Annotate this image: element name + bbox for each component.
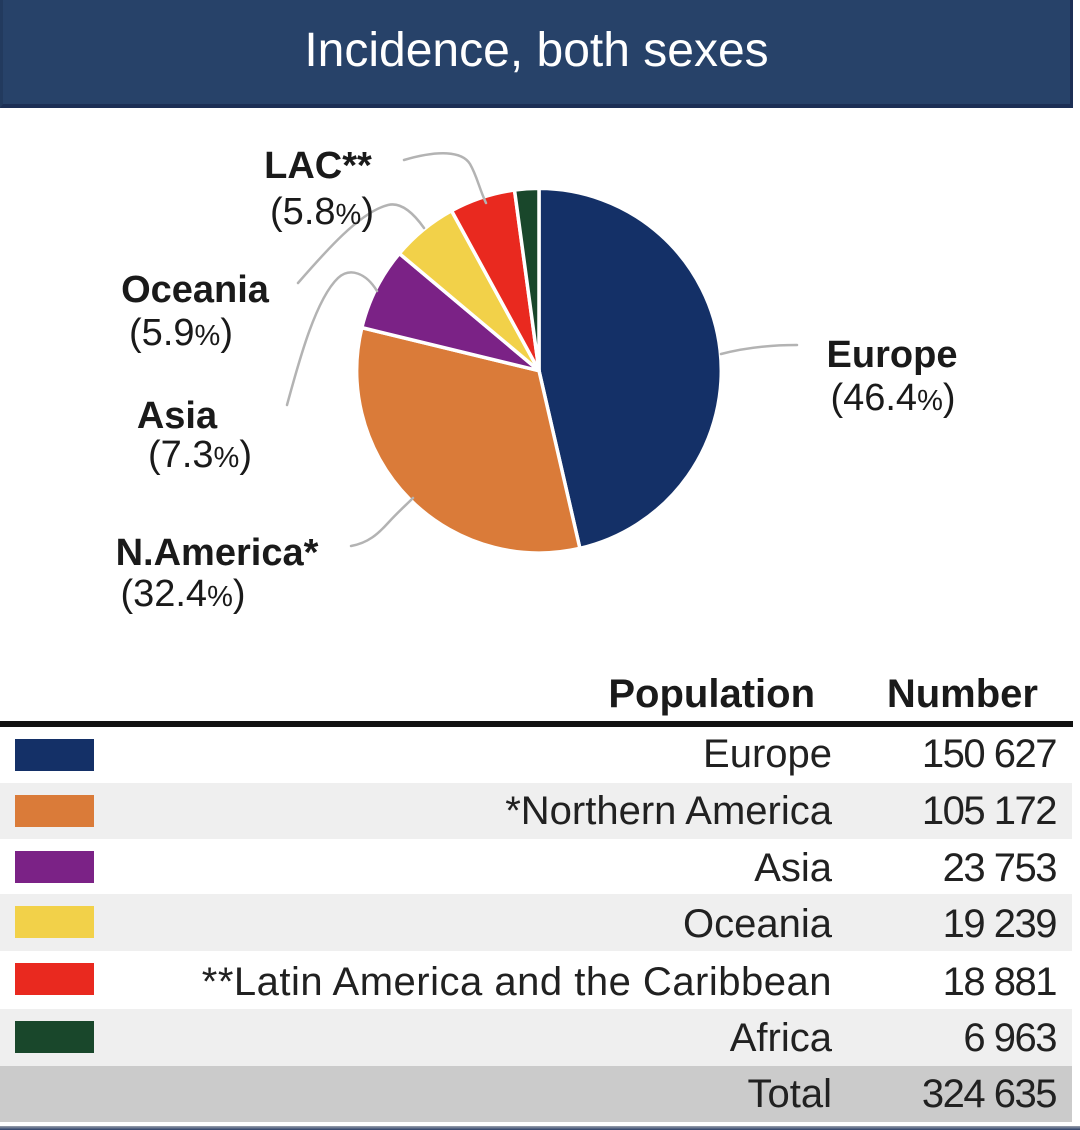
svg-text:(46.4%): (46.4%)	[830, 377, 955, 419]
svg-text:(32.4%): (32.4%)	[120, 573, 245, 615]
svg-text:Asia: Asia	[137, 395, 218, 437]
svg-text:N.America*: N.America*	[116, 532, 319, 574]
svg-text:Oceania: Oceania	[121, 269, 270, 311]
svg-text:LAC**: LAC**	[264, 145, 372, 187]
svg-text:(5.9%): (5.9%)	[129, 312, 233, 354]
svg-text:Europe: Europe	[827, 334, 958, 376]
svg-text:(7.3%): (7.3%)	[148, 434, 252, 476]
svg-text:(5.8%): (5.8%)	[270, 191, 374, 233]
